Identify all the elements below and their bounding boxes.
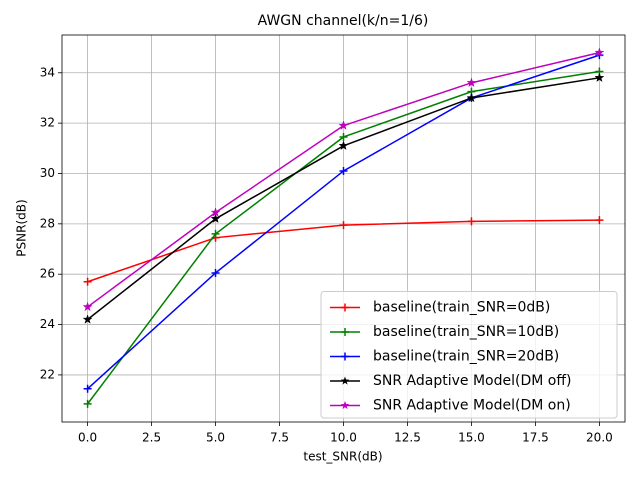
marker — [339, 221, 348, 230]
x-tick-label: 5.0 — [206, 431, 225, 445]
marker — [594, 47, 605, 57]
y-tick-label: 34 — [40, 65, 55, 79]
marker — [339, 166, 348, 175]
marker — [82, 301, 93, 312]
marker — [211, 268, 220, 277]
marker — [338, 120, 349, 130]
chart-title: AWGN channel(k/n=1/6) — [258, 13, 429, 29]
legend-box — [320, 291, 618, 419]
x-tick-label: 0.0 — [78, 431, 97, 445]
x-tick-label: 17.5 — [522, 431, 549, 445]
y-tick-label: 28 — [40, 216, 55, 230]
marker — [211, 229, 220, 238]
legend-marker — [341, 328, 349, 336]
y-axis-label: PSNR(dB) — [15, 199, 29, 256]
legend-marker — [340, 401, 350, 410]
y-tick-label: 22 — [40, 367, 55, 381]
marker — [83, 384, 92, 393]
marker — [339, 132, 348, 141]
marker — [595, 216, 604, 225]
marker — [338, 140, 349, 151]
y-tick-label: 30 — [40, 166, 55, 180]
legend-marker — [340, 376, 350, 385]
x-tick-label: 15.0 — [458, 431, 485, 445]
legend-label: baseline(train_SNR=10dB) — [373, 324, 559, 340]
legend-label: baseline(train_SNR=0dB) — [373, 300, 550, 316]
marker — [466, 77, 477, 88]
x-tick-label: 7.5 — [270, 431, 289, 445]
marker — [594, 72, 605, 83]
marker — [82, 314, 93, 324]
x-axis-label: test_SNR(dB) — [303, 450, 382, 464]
y-tick-label: 26 — [40, 267, 55, 281]
marker — [467, 217, 476, 226]
marker — [83, 277, 92, 286]
x-tick-label: 12.5 — [394, 431, 421, 445]
legend-label: SNR Adaptive Model(DM off) — [373, 373, 571, 389]
x-tick-label: 10.0 — [330, 431, 357, 445]
marker — [210, 213, 221, 224]
legend-marker — [341, 303, 349, 312]
legend-marker — [341, 352, 349, 361]
marker — [83, 399, 92, 408]
legend-label: SNR Adaptive Model(DM on) — [373, 398, 571, 414]
marker — [210, 207, 221, 217]
marker — [466, 92, 477, 103]
y-tick-label: 24 — [40, 317, 55, 331]
y-tick-label: 32 — [40, 116, 55, 130]
legend-label: baseline(train_SNR=20dB) — [373, 349, 559, 365]
plot-frame — [61, 34, 626, 423]
x-tick-label: 20.0 — [586, 431, 613, 445]
x-tick-label: 2.5 — [142, 431, 161, 445]
